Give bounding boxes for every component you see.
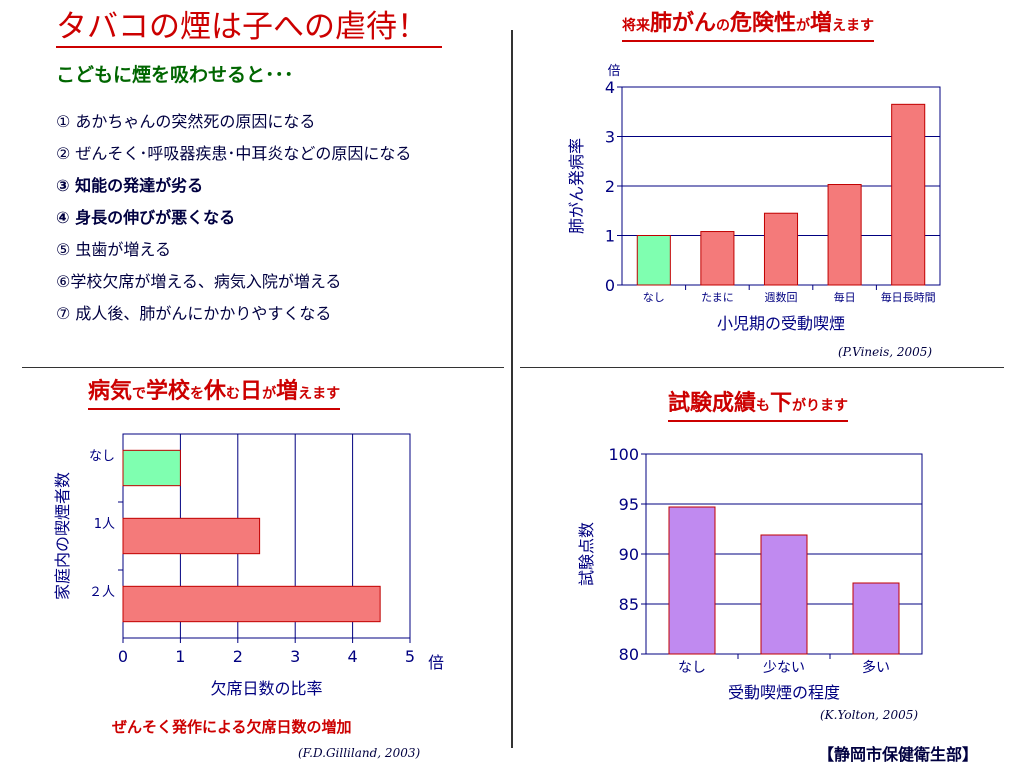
y-tick-label: ２人	[89, 585, 115, 600]
bar	[763, 212, 799, 286]
x-unit-label: 倍	[428, 653, 444, 672]
bar	[122, 517, 261, 555]
effect-item: ② ぜんそく･呼吸器疾患･中耳炎などの原因になる	[56, 144, 412, 163]
effect-item: ① あかちゃんの突然死の原因になる	[56, 112, 316, 131]
bar	[122, 449, 181, 487]
x-tick-label: なし	[678, 660, 706, 676]
x-tick-label: 0	[118, 647, 128, 666]
y-tick-label: なし	[89, 449, 115, 464]
x-tick-label: たまに	[701, 291, 734, 304]
bar	[760, 534, 808, 655]
horizontal-divider-left	[22, 367, 504, 368]
y-tick-label: 1人	[94, 517, 115, 532]
x-axis-label: 欠席日数の比率	[210, 679, 322, 698]
x-tick-label: 多い	[862, 659, 890, 676]
x-tick-label: 3	[290, 647, 300, 666]
lung-citation: (P.Vineis, 2005)	[838, 345, 933, 359]
effect-item: ⑥学校欠席が増える、病気入院が増える	[56, 272, 342, 291]
x-tick-label: 5	[405, 647, 415, 666]
bar	[891, 103, 926, 286]
x-tick-label: 1	[175, 647, 185, 666]
effect-item: ④ 身長の伸びが悪くなる	[56, 208, 236, 227]
y-tick-label: 100	[608, 445, 639, 464]
y-axis-label: 家庭内の喫煙者数	[53, 472, 72, 600]
page-subtitle: こどもに煙を吸わせると･･･	[56, 64, 294, 86]
bar	[668, 506, 716, 655]
vertical-divider	[511, 30, 513, 748]
horizontal-divider-right	[520, 367, 1004, 368]
y-tick-label: 0	[605, 276, 615, 295]
footer-credit: 【静岡市保健衛生部】	[818, 745, 979, 764]
bar	[827, 184, 862, 286]
bar	[700, 231, 735, 286]
effect-item: ⑤ 虫歯が増える	[56, 240, 171, 259]
absence-chart-title: 病気で学校を休む日が増えます	[88, 378, 341, 410]
x-tick-label: 2	[233, 647, 243, 666]
y-tick-label: 90	[619, 545, 639, 564]
effect-item: ③ 知能の発達が劣る	[56, 176, 204, 195]
effect-item: ⑦ 成人後、肺がんにかかりやすくなる	[56, 304, 332, 323]
absence-caption: ぜんそく発作による欠席日数の増加	[112, 718, 352, 736]
lung-chart-title: 将来肺がんの危険性が増えます	[622, 10, 875, 42]
y-tick-label: 4	[605, 78, 615, 97]
y-tick-label: 95	[619, 495, 639, 514]
bar	[852, 582, 900, 655]
x-tick-label: なし	[643, 291, 665, 304]
page-title: タバコの煙は子への虐待！	[56, 8, 442, 48]
effects-list: ① あかちゃんの突然死の原因になる ② ぜんそく･呼吸器疾患･中耳炎などの原因に…	[56, 106, 411, 330]
x-tick-label: 毎日	[834, 291, 856, 304]
exam-chart-title: 試験成績も下がります	[668, 390, 849, 422]
y-tick-label: 1	[605, 227, 615, 246]
x-axis-label: 受動喫煙の程度	[728, 683, 840, 702]
x-tick-label: 毎日長時間	[881, 291, 936, 304]
y-unit-label: 倍	[607, 64, 620, 79]
y-tick-label: 3	[605, 128, 615, 147]
bar	[636, 235, 671, 286]
y-tick-label: 80	[619, 645, 639, 664]
y-axis-label: 試験点数	[577, 522, 596, 586]
bar	[122, 585, 381, 623]
absence-citation: (F.D.Gilliland, 2003)	[298, 746, 421, 760]
exam-citation: (K.Yolton, 2005)	[820, 708, 919, 722]
x-tick-label: 週数回	[765, 291, 798, 304]
y-tick-label: 2	[605, 177, 615, 196]
y-tick-label: 85	[619, 595, 639, 614]
y-axis-label: 肺がん発病率	[567, 138, 586, 234]
x-axis-label: 小児期の受動喫煙	[717, 314, 845, 333]
x-tick-label: 少ない	[763, 660, 805, 676]
x-tick-label: 4	[348, 647, 358, 666]
